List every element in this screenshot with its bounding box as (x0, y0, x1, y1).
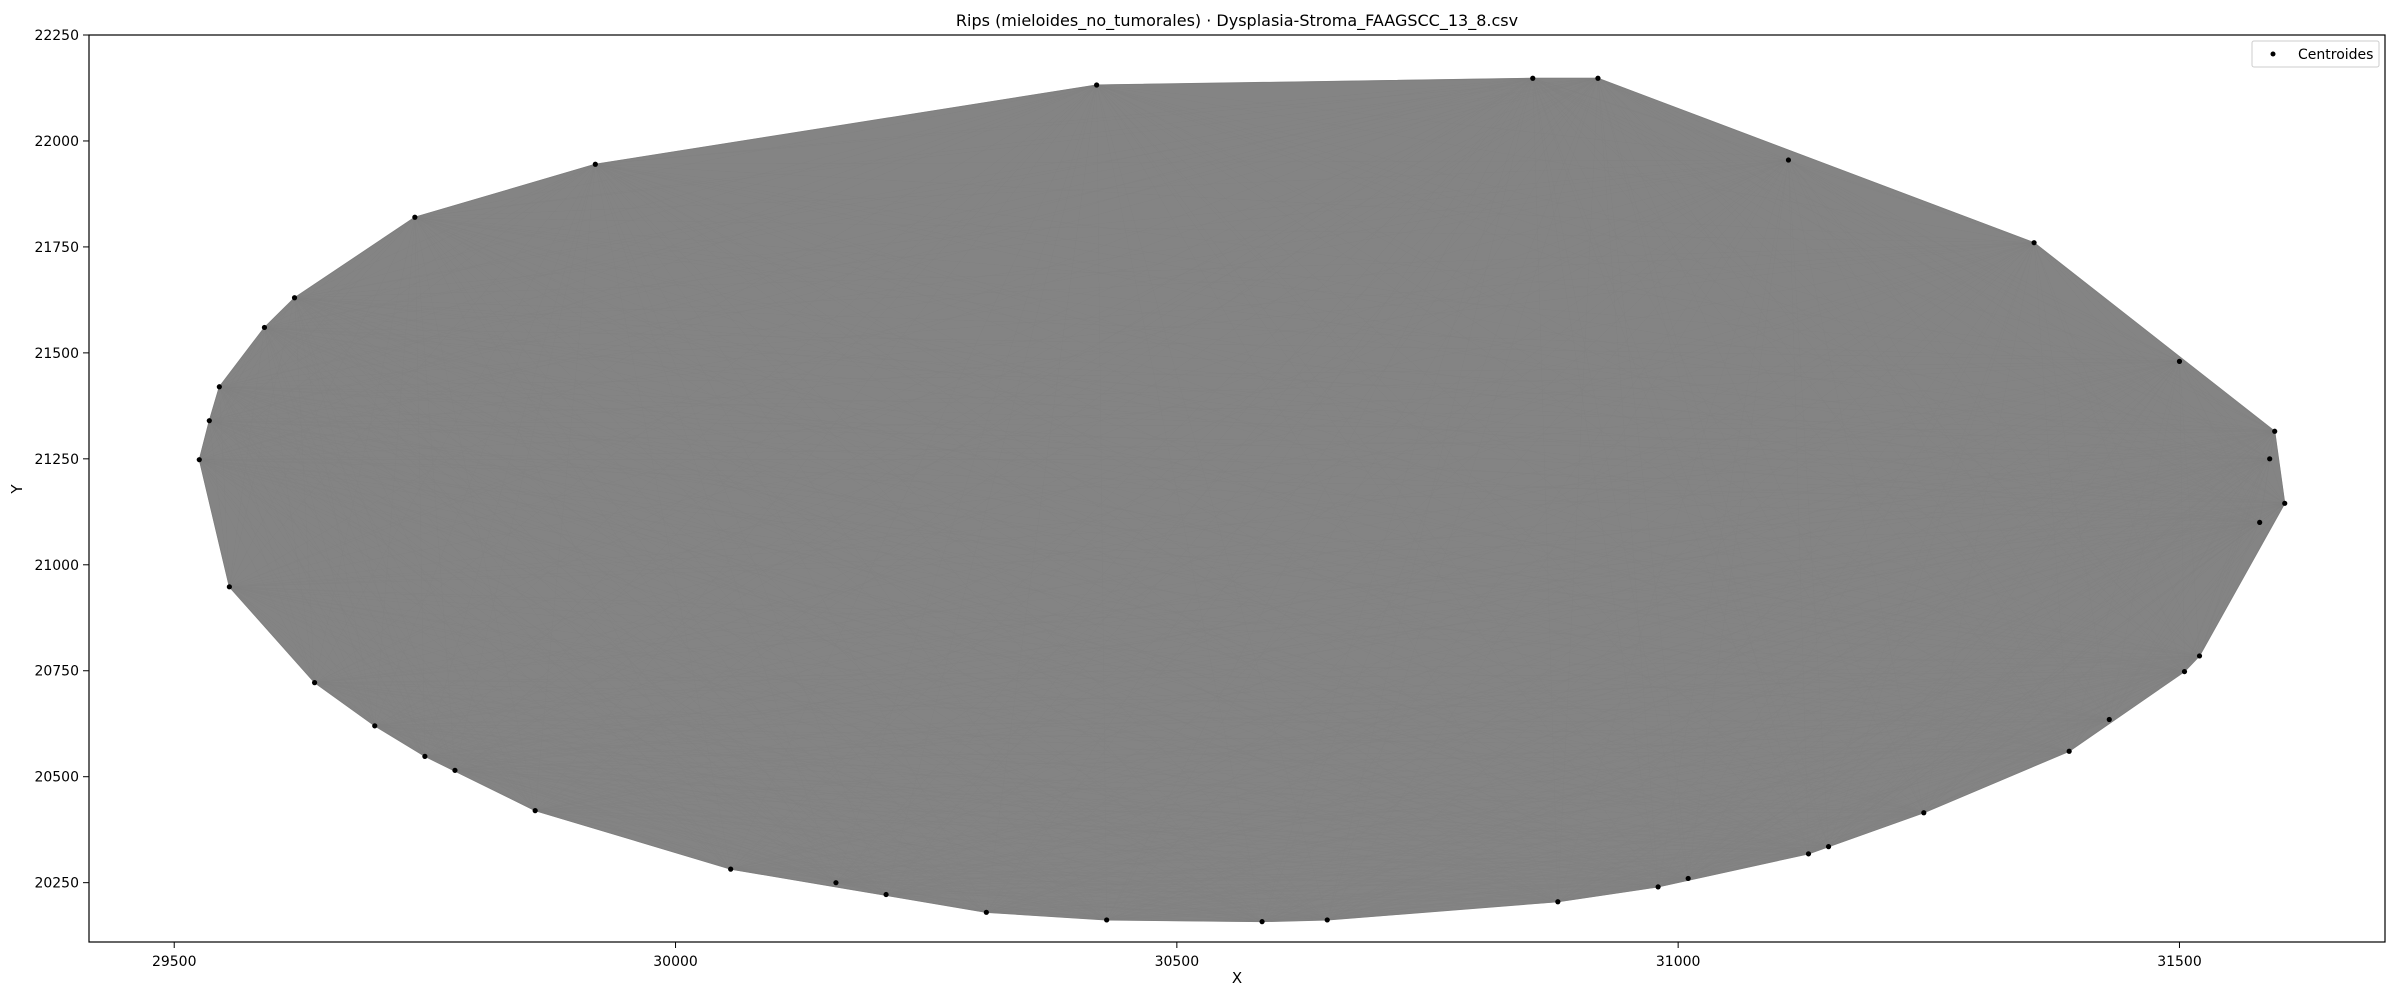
centroid-point (422, 753, 428, 759)
centroid-point (833, 880, 839, 886)
centroid-point (2181, 668, 2188, 675)
y-tick-label: 21250 (34, 452, 79, 468)
centroid-point (1104, 917, 1110, 923)
centroid-point (1259, 919, 1265, 925)
y-axis-label: Y (8, 484, 26, 495)
x-tick-label: 29500 (152, 954, 197, 970)
centroid-point (2272, 428, 2278, 434)
x-tick-label: 30000 (653, 954, 698, 970)
centroid-point (206, 418, 212, 424)
plot-area (196, 75, 2288, 925)
centroid-points (196, 75, 2288, 925)
x-tick-label: 31500 (2157, 954, 2202, 970)
legend: Centroides (2251, 40, 2380, 68)
y-tick-label: 20250 (34, 876, 79, 892)
centroid-point (311, 680, 318, 686)
centroid-point (2257, 519, 2263, 526)
centroid-point (1094, 82, 1100, 88)
centroid-point (2176, 358, 2183, 364)
centroid-point (2267, 456, 2273, 462)
chart-title: Rips (mieloides_no_tumorales) · Dysplasi… (956, 11, 1518, 31)
centroid-point (452, 767, 458, 773)
centroid-point (2031, 240, 2037, 246)
centroid-point (1595, 75, 1601, 81)
y-tick-label: 22000 (34, 134, 79, 150)
centroid-point (261, 324, 268, 331)
x-tick-label: 30500 (1155, 954, 1200, 970)
legend-label: Centroides (2298, 47, 2373, 63)
centroid-point (1324, 917, 1330, 923)
centroid-point (592, 161, 598, 167)
centroid-point (1921, 810, 1927, 816)
x-axis-label: X (1232, 969, 1242, 987)
x-tick-label: 31000 (1656, 954, 1701, 970)
y-tick-label: 20750 (34, 664, 79, 680)
centroid-point (983, 909, 989, 915)
centroid-point (1555, 899, 1561, 905)
centroid-point (412, 214, 418, 220)
centroid-point (2282, 500, 2288, 506)
y-tick-label: 21500 (34, 346, 79, 362)
centroid-point (1785, 157, 1792, 163)
centroid-point (372, 723, 378, 729)
centroid-point (196, 457, 202, 463)
centroid-point (728, 866, 734, 872)
centroid-point (1655, 884, 1661, 890)
centroid-point (883, 891, 889, 898)
centroid-point (2106, 716, 2112, 723)
legend-box (2251, 40, 2380, 68)
centroid-point (291, 295, 298, 301)
axes-frame (88, 34, 2386, 943)
centroid-point (1530, 75, 1536, 81)
centroid-point (532, 808, 538, 814)
centroid-point (226, 584, 232, 590)
legend-marker (2270, 51, 2276, 57)
y-axis-ticks: 20250 20500 20750 21000 21250 21500 21750 22000… (34, 28, 89, 892)
centroid-point (2066, 748, 2072, 754)
y-tick-label: 21000 (34, 558, 79, 574)
centroid-point (2196, 653, 2203, 659)
centroid-point (1685, 875, 1691, 882)
y-tick-label: 20500 (34, 770, 79, 786)
y-tick-label: 22250 (34, 28, 79, 44)
centroid-point (216, 384, 222, 390)
centroid-point (1825, 844, 1832, 850)
y-tick-label: 21750 (34, 240, 79, 256)
centroid-point (1805, 851, 1812, 857)
x-axis-ticks: 29500 30000 30500 31000 31500 (152, 942, 2202, 970)
